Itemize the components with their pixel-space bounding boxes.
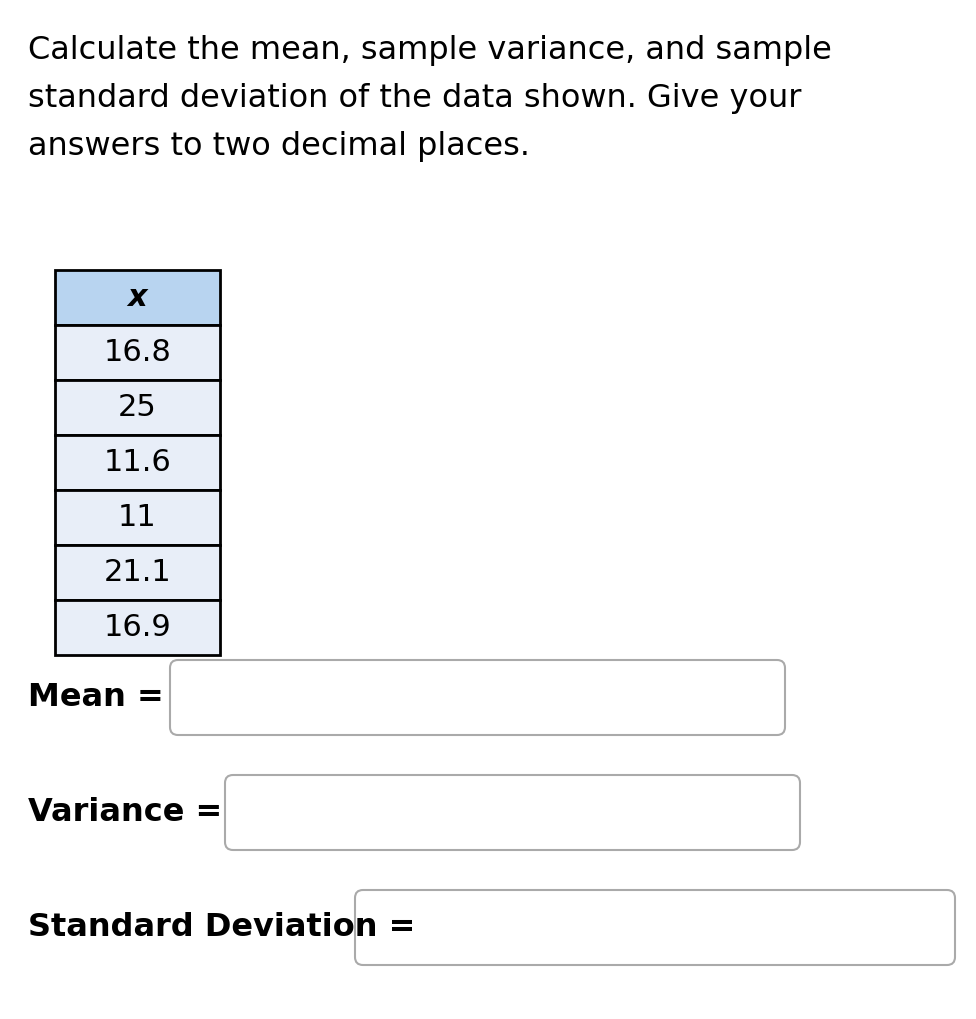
Text: standard deviation of the data shown. Give your: standard deviation of the data shown. Gi… <box>28 83 801 114</box>
Text: Standard Deviation =: Standard Deviation = <box>28 912 416 943</box>
Text: 11.6: 11.6 <box>103 448 172 477</box>
FancyBboxPatch shape <box>55 270 220 325</box>
FancyBboxPatch shape <box>55 325 220 380</box>
Text: 16.8: 16.8 <box>103 338 172 367</box>
FancyBboxPatch shape <box>355 890 955 965</box>
FancyBboxPatch shape <box>225 775 800 850</box>
FancyBboxPatch shape <box>55 435 220 490</box>
FancyBboxPatch shape <box>55 380 220 435</box>
Text: answers to two decimal places.: answers to two decimal places. <box>28 131 530 162</box>
Text: x: x <box>128 283 147 312</box>
Text: 16.9: 16.9 <box>103 613 172 642</box>
Text: 11: 11 <box>118 503 157 532</box>
Text: 25: 25 <box>118 393 157 422</box>
FancyBboxPatch shape <box>55 490 220 545</box>
FancyBboxPatch shape <box>55 545 220 600</box>
Text: 21.1: 21.1 <box>103 558 172 587</box>
Text: Mean =: Mean = <box>28 682 164 713</box>
Text: Calculate the mean, sample variance, and sample: Calculate the mean, sample variance, and… <box>28 35 832 66</box>
FancyBboxPatch shape <box>55 600 220 655</box>
Text: Variance =: Variance = <box>28 797 223 828</box>
FancyBboxPatch shape <box>170 660 785 735</box>
